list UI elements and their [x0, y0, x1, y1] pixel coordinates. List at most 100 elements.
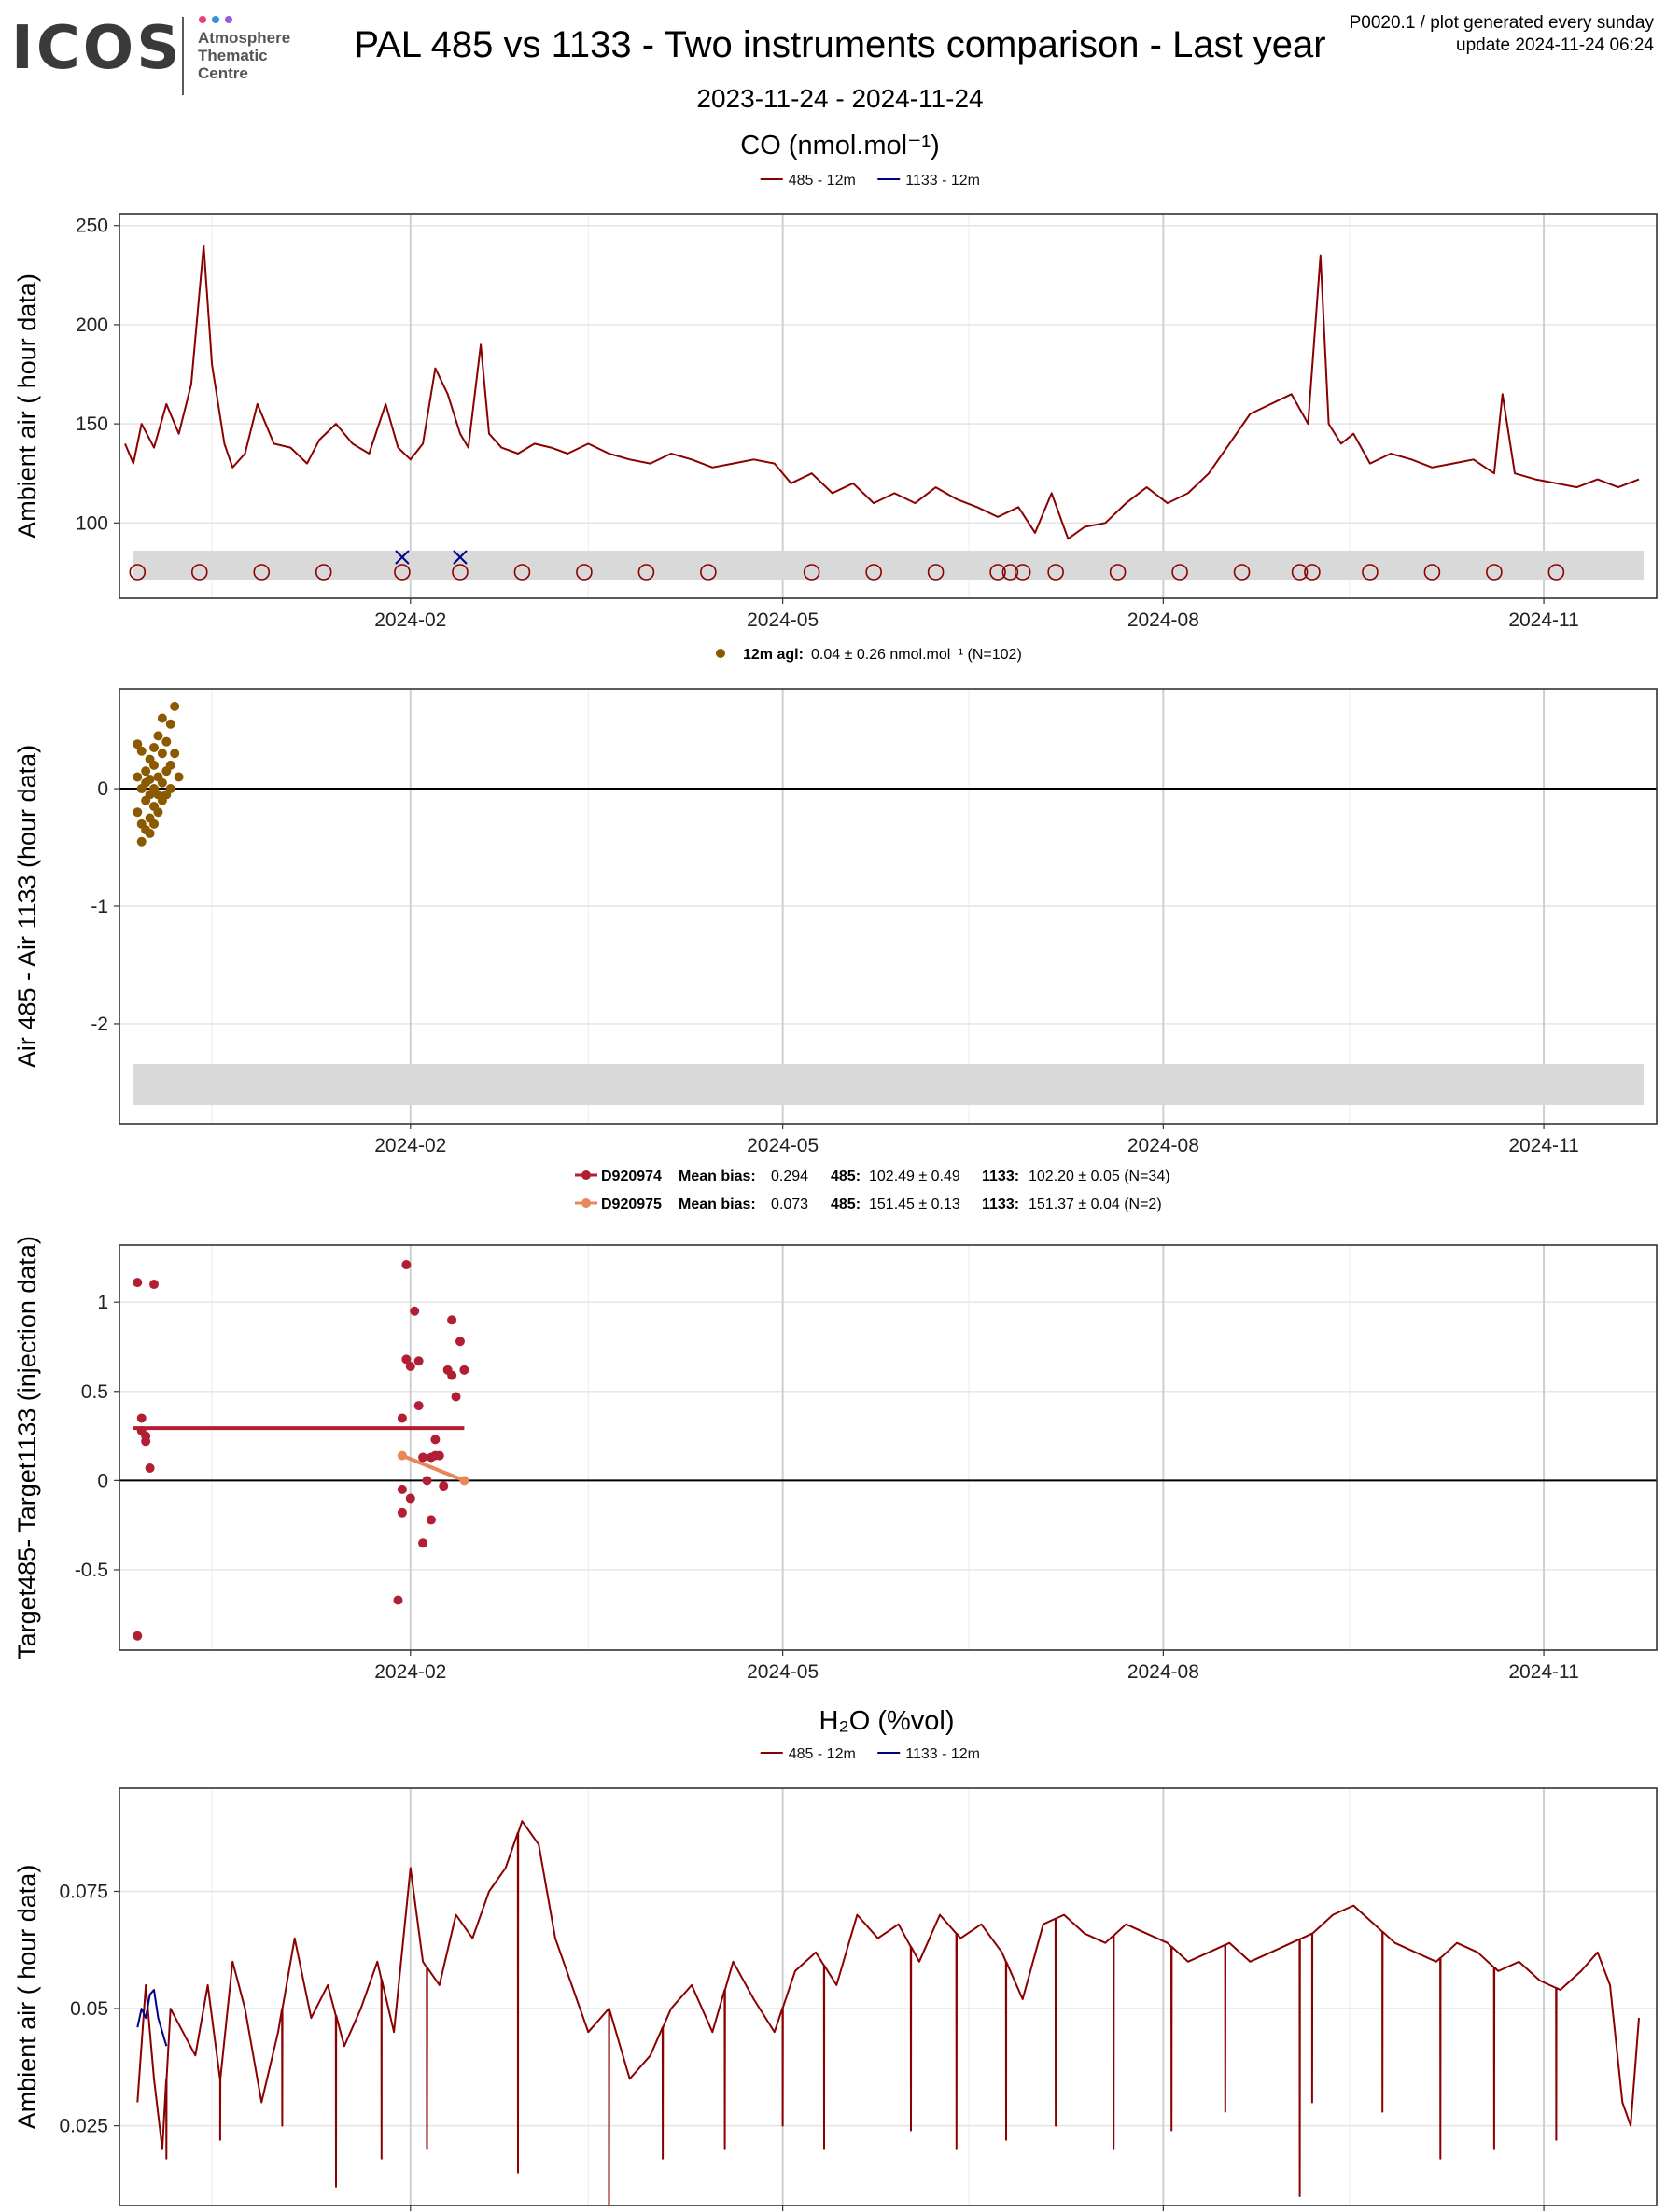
legend-label: 12m agl: — [743, 647, 804, 663]
target-point-d920974 — [422, 1476, 432, 1486]
y-axis-label: Target485- Target1133 (injection data) — [13, 1236, 41, 1659]
legend-value: 0.294 — [771, 1169, 808, 1184]
target-point-d920974 — [405, 1362, 415, 1372]
chart-legend: 485 - 12m 1133 - 12m — [760, 173, 980, 189]
y-tick-label: 200 — [76, 315, 108, 336]
legend-label: 1133: — [982, 1197, 1019, 1212]
target-point-d920974 — [133, 1631, 143, 1641]
y-tick-label: 100 — [76, 512, 108, 534]
diff-point — [157, 749, 167, 759]
flag-circle-485 — [129, 564, 147, 581]
legend-swatch — [716, 649, 725, 658]
y-axis-label: Air 485 - Air 1133 (hour data) — [13, 745, 41, 1068]
page-title: PAL 485 vs 1133 - Two instruments compar… — [354, 24, 1326, 65]
flag-circle-485 — [1047, 564, 1064, 581]
legend-swatch-dot — [581, 1170, 591, 1180]
diff-point — [157, 777, 167, 788]
target-point-d920974 — [133, 1278, 143, 1288]
target-point-d920974 — [447, 1315, 457, 1325]
flag-circle-485 — [865, 564, 882, 581]
target-point-d920974 — [455, 1337, 465, 1347]
diff-point — [149, 819, 160, 829]
flag-band — [133, 1064, 1644, 1105]
target-point-d920974 — [401, 1260, 412, 1270]
cross-stroke — [453, 550, 468, 565]
flag-circle-485 — [576, 564, 593, 581]
logo-subtitle: Atmosphere Thematic Centre — [198, 29, 290, 82]
diff-point — [153, 731, 163, 741]
diff-point — [149, 742, 160, 752]
plot-background — [119, 1788, 1657, 2205]
x-tick-label: 2024-08 — [1127, 1135, 1199, 1156]
plot-frame — [119, 213, 1658, 599]
flag-circle-485 — [1423, 564, 1441, 581]
target-point-d920975 — [459, 1476, 469, 1486]
chart-legend: 485 - 12m 1133 - 12m — [760, 1746, 980, 1762]
flag-circle-485 — [253, 564, 271, 581]
logo-subtitle-line: Thematic — [198, 47, 268, 64]
flag-circle-485 — [315, 564, 332, 581]
h2o-series-1133-line — [136, 1989, 168, 2047]
chart-legend: D920974 Mean bias: 0.294 485: 102.49 ± 0.49 1… — [575, 1169, 1170, 1212]
legend-label: D920975 — [601, 1197, 662, 1212]
y-tick-label: -2 — [91, 1014, 108, 1035]
diff-point — [165, 719, 175, 729]
meta-line: P0020.1 / plot generated every sunday — [1349, 13, 1654, 33]
y-tick-label: 0.025 — [59, 2116, 108, 2137]
flag-circle-485 — [1014, 564, 1031, 581]
x-tick-label: 2024-11 — [1508, 1135, 1579, 1156]
plot-background — [119, 1245, 1657, 1650]
y-tick-label: 0.075 — [59, 1881, 108, 1902]
diff-point — [170, 749, 180, 759]
y-tick-label: 0.5 — [81, 1381, 108, 1403]
target-point-d920974 — [447, 1370, 457, 1380]
target-point-d920974 — [410, 1306, 420, 1316]
flag-circle-485 — [1171, 564, 1188, 581]
diff-point — [136, 746, 147, 756]
diff-point — [133, 772, 143, 782]
target-point-d920974 — [397, 1484, 407, 1494]
legend-label: 485 - 12m — [789, 1746, 856, 1762]
y-tick-label: 250 — [76, 216, 108, 237]
diff-point — [161, 736, 172, 747]
x-tick-label: 2024-11 — [1508, 609, 1579, 631]
diff-point — [153, 807, 163, 818]
target-point-d920974 — [430, 1435, 441, 1445]
diff-point — [174, 772, 184, 782]
target-point-d920974 — [393, 1595, 403, 1605]
flag-circle-485 — [452, 564, 469, 581]
flag-circle-485 — [1233, 564, 1251, 581]
flag-cross-1133 — [453, 550, 468, 565]
flag-circle-485 — [1486, 564, 1503, 581]
x-tick-label: 2024-02 — [374, 1135, 446, 1156]
diff-point — [133, 807, 143, 818]
diff-point — [141, 766, 151, 777]
flag-circle-485 — [1547, 564, 1565, 581]
target-point-d920974 — [413, 1401, 424, 1411]
target-point-d920974 — [413, 1356, 424, 1366]
plot-frame — [119, 1787, 1658, 2206]
flag-circle-485 — [190, 564, 208, 581]
legend-value: 151.37 ± 0.04 (N=2) — [1029, 1197, 1162, 1212]
date-range: 2023-11-24 - 2024-11-24 — [696, 84, 984, 113]
diff-point — [133, 739, 143, 749]
diff-point — [165, 784, 175, 794]
legend-label: 485 - 12m — [789, 173, 856, 189]
target-point-d920974 — [439, 1481, 449, 1491]
target-point-d920974 — [459, 1365, 469, 1375]
flag-circle-485 — [989, 564, 1006, 581]
diff-point — [149, 760, 160, 770]
x-tick-label: 2024-02 — [374, 609, 446, 631]
legend-label: 485: — [831, 1169, 861, 1184]
x-tick-label: 2024-02 — [374, 1661, 446, 1683]
flag-circle-485 — [513, 564, 531, 581]
meta-line: update 2024-11-24 06:24 — [1456, 35, 1654, 55]
legend-value: 102.49 ± 0.49 — [869, 1169, 960, 1184]
y-tick-label: 0.05 — [70, 1998, 108, 2020]
chart-title: CO (nmol.mol⁻¹) — [740, 131, 939, 161]
logo-subtitle-line: Atmosphere — [198, 29, 291, 47]
target-point-d920974 — [426, 1515, 436, 1525]
legend-label: Mean bias: — [679, 1197, 756, 1212]
x-tick-label: 2024-11 — [1508, 1661, 1579, 1683]
